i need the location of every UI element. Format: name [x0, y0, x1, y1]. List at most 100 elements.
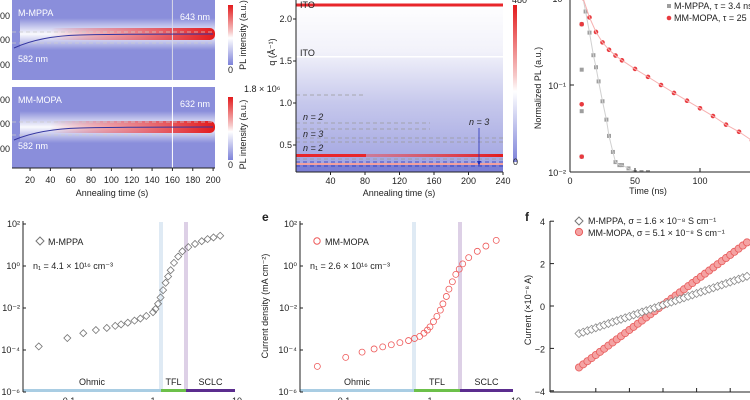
y-tick-label: −2: [535, 344, 545, 354]
data-point: [153, 299, 163, 308]
data-point: [164, 272, 173, 281]
y-tick-label: 2: [540, 260, 545, 270]
data-point: [111, 321, 120, 330]
region-label-tfl: TFL: [165, 377, 181, 387]
n2-peak-band: [296, 154, 503, 157]
legend-marker-mm-mopa: [574, 227, 584, 237]
region-label-tfl: TFL: [429, 377, 445, 387]
x-tick-label: 120: [124, 175, 139, 185]
x-tick-label: 180: [185, 175, 200, 185]
x-tick-label: 40: [45, 175, 55, 185]
y-tick-label: 10⁻⁶: [279, 387, 298, 397]
y-tick-label: 10⁰: [283, 261, 297, 271]
data-point: [166, 266, 175, 275]
y-tick-label: 2.0: [279, 14, 292, 24]
annotation-n2: n = 2: [303, 112, 323, 122]
colorbar-label: PL intensity (a.u.): [238, 100, 248, 170]
x-axis-label: Annealing time (s): [363, 188, 436, 198]
data-point: [313, 362, 321, 370]
y-tick-label: 10²: [7, 219, 20, 229]
x-tick-label: 60: [66, 175, 76, 185]
data-point: [473, 247, 481, 255]
data-point: [459, 260, 467, 268]
y-tick-label: 1.0: [279, 98, 292, 108]
y-tick-label: 00: [0, 11, 10, 21]
legend-label: MM-MOPA, σ = 5.1 × 10⁻⁸ S cm⁻¹: [588, 228, 725, 238]
legend-label: MM-MOPA: [325, 237, 369, 247]
sample-label: M-MPPA: [18, 8, 53, 18]
arrow-head-icon: [477, 161, 481, 166]
x-tick-label: 200: [206, 175, 221, 185]
y-tick-label: 10⁻²: [279, 303, 297, 313]
region-label-ohmic: Ohmic: [344, 377, 371, 387]
legend-label: M-MPPA, τ = 3.4 ns: [674, 1, 750, 11]
x-tick-label: 40: [325, 176, 335, 186]
data-point: [405, 337, 412, 344]
y-axis-label: Normalized PL (a.u.): [533, 47, 543, 129]
data-point: [448, 278, 456, 286]
x-tick-label: 200: [461, 176, 476, 186]
legend-marker-mm-mopa: [666, 15, 672, 21]
data-point: [445, 285, 453, 293]
x-tick-label: 1: [150, 396, 155, 400]
giwaxs-heatmap: [296, 0, 503, 172]
legend-marker: [313, 237, 321, 245]
data-point-m-mppa: [646, 170, 650, 172]
data-point: [190, 239, 200, 249]
heatmap-bottom-band: [296, 165, 503, 172]
y-tick-label: 10⁻¹: [548, 81, 566, 91]
y-tick-label: 0: [540, 302, 545, 312]
legend-label: MM-MOPA, τ = 25: [674, 13, 747, 23]
data-point: [148, 308, 158, 317]
data-point-m-mppa: [579, 67, 584, 72]
colorbar: [228, 97, 233, 160]
legend-marker-m-mppa: [574, 216, 584, 226]
y-tick-label: 00: [0, 95, 10, 105]
n2-peak-band-strong: [296, 154, 366, 157]
fit-line: [583, 0, 750, 140]
colorbar-label: PL intensity (a.u.): [238, 0, 248, 70]
data-point: [492, 236, 500, 244]
region-bar-tfl: [161, 389, 186, 392]
colorbar-max-label: 1.8 × 10⁶: [244, 84, 281, 94]
x-tick-label: 10: [511, 396, 521, 400]
region-label-sclc: SCLC: [474, 377, 499, 387]
data-point: [91, 325, 100, 335]
trap-density-label: n₁ = 4.1 × 10¹⁶ cm⁻³: [33, 261, 113, 271]
y-tick-label: 10⁻⁴: [278, 345, 297, 355]
y-tick-label: 00: [0, 60, 10, 70]
legend-marker: [35, 236, 45, 246]
fit-line: [582, 0, 648, 172]
y-axis-label: Current density (mA cm⁻²): [260, 254, 270, 359]
legend-label: M-MPPA: [48, 237, 83, 247]
y-tick-label: 10⁻²: [2, 303, 20, 313]
ohmic-tfl-boundary: [412, 222, 416, 390]
data-point-mm-mopa: [743, 238, 750, 247]
y-axis-label: q (Å⁻¹): [267, 38, 277, 65]
data-point: [184, 243, 193, 252]
y-tick-label: 10⁻⁶: [2, 387, 21, 397]
data-point: [169, 258, 179, 267]
x-tick-label: 140: [145, 175, 160, 185]
x-tick-label: 80: [86, 175, 96, 185]
x-axis-label: Annealing time (s): [76, 188, 149, 198]
data-point-mm-mopa: [579, 154, 584, 159]
data-point: [416, 332, 424, 340]
data-point: [216, 231, 225, 240]
y-tick-label: 1.5: [279, 56, 292, 66]
panel-f: 4 2 0 −2 −4 M-MPPA, σ = 1.6 × 10⁻⁸ S cm⁻¹ MM-M…: [523, 210, 750, 397]
data-point: [63, 333, 72, 343]
n3-peak-band: [296, 163, 503, 165]
data-point: [102, 323, 111, 333]
y-tick-label: 00: [0, 35, 10, 45]
data-point: [197, 237, 206, 246]
data-point-mm-mopa: [579, 21, 584, 27]
data-point: [465, 254, 473, 262]
panel-c: 10⁰ 10⁻¹ 10⁻²0 50 100 Time (ns) Normalized PL …: [533, 0, 750, 196]
panel-label-f: f: [525, 210, 530, 224]
data-point: [142, 311, 151, 321]
data-point: [156, 293, 165, 302]
data-point: [151, 304, 160, 314]
data-point: [159, 286, 168, 295]
